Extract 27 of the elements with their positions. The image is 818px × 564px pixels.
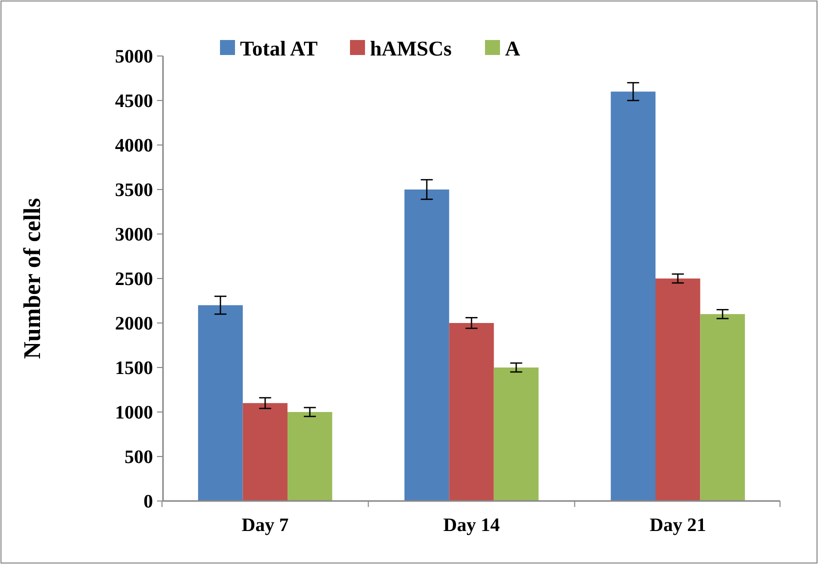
y-tick-label: 1500 <box>115 358 153 380</box>
y-tick-label: 4500 <box>115 91 153 112</box>
bar <box>242 403 288 501</box>
bar <box>494 368 539 501</box>
y-axis-title: Number of cells <box>20 198 46 359</box>
bar <box>610 92 656 501</box>
bar <box>449 323 494 501</box>
y-tick-label: 3500 <box>115 180 153 202</box>
y-tick-label: 500 <box>124 447 153 468</box>
y-tick-label: 5000 <box>115 46 153 68</box>
x-tick-label: Day 7 <box>242 515 290 536</box>
legend-label: Total AT <box>240 36 318 60</box>
legend-label: hAMSCs <box>370 36 452 60</box>
y-tick-label: 4000 <box>115 136 153 157</box>
bar <box>404 190 450 501</box>
bar <box>198 305 243 501</box>
y-tick-label: 1000 <box>115 402 153 424</box>
y-tick-label: 2500 <box>115 269 153 290</box>
bar <box>288 412 332 501</box>
y-tick-label: 0 <box>144 492 153 513</box>
bar <box>656 278 700 501</box>
y-tick-label: 3000 <box>115 224 153 246</box>
bar <box>700 314 745 501</box>
x-tick-label: Day 14 <box>443 515 500 536</box>
y-tick-label: 2000 <box>115 314 153 335</box>
x-tick-label: Day 21 <box>650 515 706 536</box>
legend-label: A <box>505 36 521 60</box>
